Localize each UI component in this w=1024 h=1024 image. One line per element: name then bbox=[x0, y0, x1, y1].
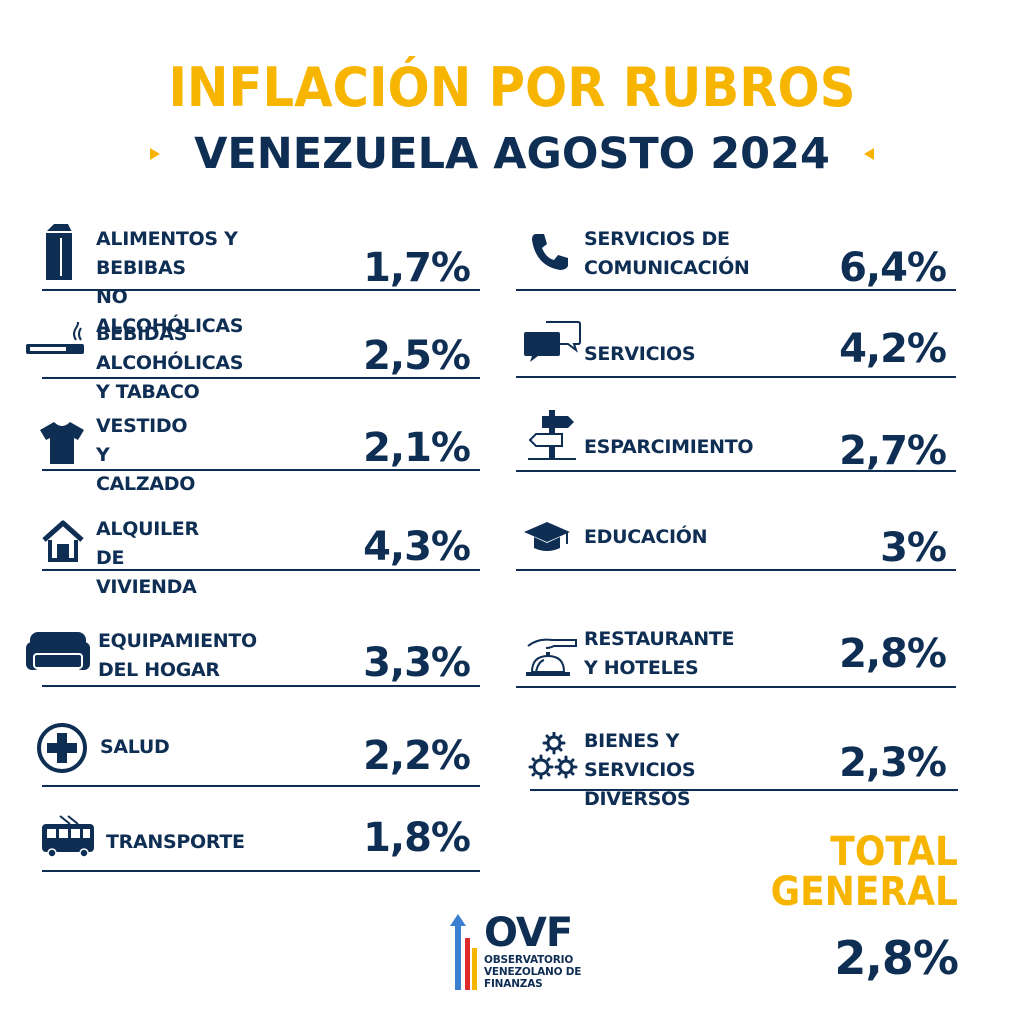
category-value: 6,4% bbox=[839, 245, 947, 291]
category-label: BIENES Y SERVICIOS DIVERSOS bbox=[584, 730, 696, 810]
divider bbox=[516, 470, 956, 472]
sofa-icon bbox=[26, 632, 90, 670]
category-label: SERVICIOS DE COMUNICACIÓN bbox=[584, 228, 750, 279]
category-label: ALQUILER DE VIVIENDA bbox=[96, 518, 199, 598]
triangle-left-icon bbox=[863, 148, 874, 160]
divider bbox=[42, 569, 480, 571]
graduation-cap-icon bbox=[524, 522, 570, 551]
page-subtitle: VENEZUELA AGOSTO 2024 bbox=[194, 129, 830, 179]
milk-carton-icon bbox=[46, 224, 72, 280]
divider bbox=[516, 289, 956, 291]
phone-icon bbox=[532, 234, 568, 270]
category-label: VESTIDO Y CALZADO bbox=[96, 415, 196, 495]
category-value: 4,3% bbox=[363, 524, 471, 570]
trolleybus-icon bbox=[42, 815, 94, 858]
divider bbox=[42, 377, 480, 379]
category-value: 2,7% bbox=[839, 428, 947, 474]
divider bbox=[516, 376, 956, 378]
category-label: EDUCACIÓN bbox=[584, 526, 708, 548]
category-value: 2,8% bbox=[839, 631, 947, 677]
cigarette-icon bbox=[26, 322, 84, 354]
divider bbox=[42, 685, 480, 687]
divider bbox=[516, 569, 956, 571]
category-label: SALUD bbox=[100, 736, 170, 758]
logo-name: OVF bbox=[484, 910, 573, 956]
total-label: TOTAL GENERAL bbox=[770, 829, 958, 915]
divider bbox=[42, 469, 480, 471]
category-value: 2,1% bbox=[363, 425, 471, 471]
total-value: 2,8% bbox=[834, 931, 959, 985]
category-value: 1,7% bbox=[363, 245, 471, 291]
category-value: 3,3% bbox=[363, 640, 471, 686]
category-value: 2,2% bbox=[363, 733, 471, 779]
logo-subtitle: OBSERVATORIO VENEZOLANO DE FINANZAS bbox=[484, 954, 582, 990]
ovf-logo: OVF OBSERVATORIO VENEZOLANO DE FINANZAS bbox=[448, 912, 598, 992]
category-label: RESTAURANTE Y HOTELES bbox=[584, 628, 735, 679]
divider bbox=[42, 785, 480, 787]
subtitle-row: VENEZUELA AGOSTO 2024 bbox=[0, 126, 1024, 182]
category-label: SERVICIOS bbox=[584, 343, 696, 365]
triangle-right-icon bbox=[150, 148, 161, 160]
category-label: TRANSPORTE bbox=[106, 831, 245, 853]
category-value: 3% bbox=[880, 525, 947, 571]
divider bbox=[42, 870, 480, 872]
house-icon bbox=[42, 520, 84, 562]
divider bbox=[42, 289, 480, 291]
medical-cross-icon bbox=[37, 723, 87, 773]
page-title: INFLACIÓN POR RUBROS bbox=[168, 56, 856, 119]
category-label: EQUIPAMIENTO DEL HOGAR bbox=[98, 630, 257, 681]
category-value: 2,5% bbox=[363, 333, 471, 379]
category-value: 4,2% bbox=[839, 326, 947, 372]
category-value: 1,8% bbox=[363, 815, 471, 861]
t-shirt-icon bbox=[40, 422, 84, 464]
divider bbox=[530, 789, 958, 791]
signpost-icon bbox=[528, 410, 576, 460]
category-value: 2,3% bbox=[839, 740, 947, 786]
service-bell-icon bbox=[526, 638, 577, 676]
gears-icon bbox=[528, 732, 578, 780]
divider bbox=[516, 686, 956, 688]
category-label: ALIMENTOS Y BEBIBAS NO ALCOHÓLICAS bbox=[96, 228, 244, 337]
ovf-arrows-icon bbox=[450, 914, 477, 990]
category-label: ESPARCIMIENTO bbox=[584, 436, 754, 458]
chat-bubbles-icon bbox=[524, 321, 581, 362]
category-label: BEBIDAS ALCOHÓLICAS Y TABACO bbox=[96, 323, 244, 403]
